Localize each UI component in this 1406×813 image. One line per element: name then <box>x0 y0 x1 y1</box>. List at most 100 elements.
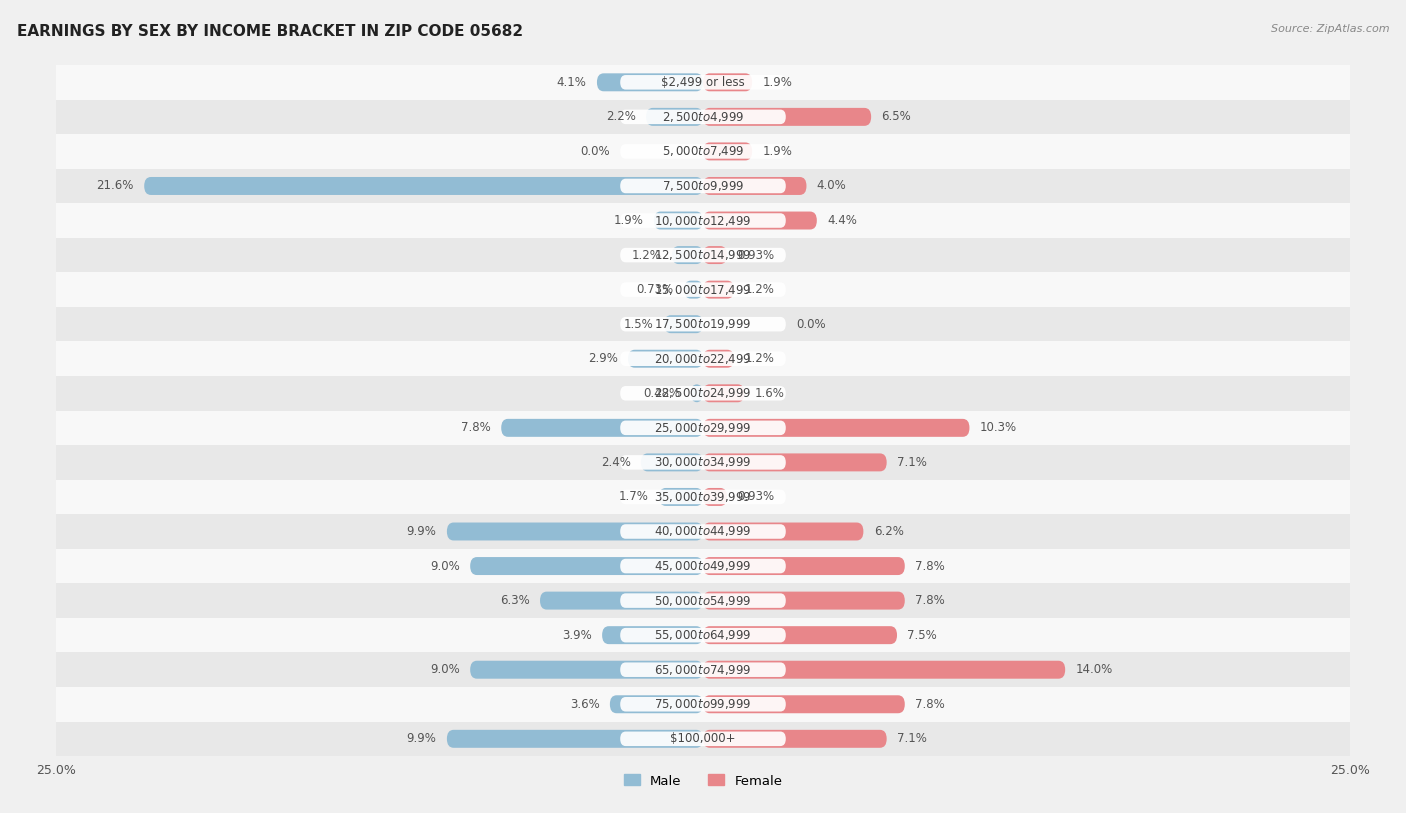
Bar <box>56 272 1350 307</box>
FancyBboxPatch shape <box>540 592 703 610</box>
FancyBboxPatch shape <box>703 523 863 541</box>
Bar <box>56 376 1350 411</box>
Text: $65,000 to $74,999: $65,000 to $74,999 <box>654 663 752 676</box>
Text: 21.6%: 21.6% <box>97 180 134 193</box>
FancyBboxPatch shape <box>620 386 786 401</box>
Text: 2.2%: 2.2% <box>606 111 636 124</box>
Text: 7.8%: 7.8% <box>915 594 945 607</box>
FancyBboxPatch shape <box>620 732 786 746</box>
Text: 1.9%: 1.9% <box>762 76 793 89</box>
FancyBboxPatch shape <box>620 248 786 263</box>
FancyBboxPatch shape <box>620 524 786 539</box>
FancyBboxPatch shape <box>145 177 703 195</box>
FancyBboxPatch shape <box>602 626 703 644</box>
Text: $10,000 to $12,499: $10,000 to $12,499 <box>654 214 752 228</box>
FancyBboxPatch shape <box>620 179 786 193</box>
Text: $35,000 to $39,999: $35,000 to $39,999 <box>654 490 752 504</box>
FancyBboxPatch shape <box>703 73 752 91</box>
FancyBboxPatch shape <box>703 177 807 195</box>
FancyBboxPatch shape <box>620 213 786 228</box>
FancyBboxPatch shape <box>703 211 817 229</box>
Text: 1.6%: 1.6% <box>755 387 785 400</box>
FancyBboxPatch shape <box>703 246 727 264</box>
FancyBboxPatch shape <box>620 144 786 159</box>
Text: $50,000 to $54,999: $50,000 to $54,999 <box>654 593 752 607</box>
Text: 10.3%: 10.3% <box>980 421 1017 434</box>
Bar <box>56 411 1350 446</box>
FancyBboxPatch shape <box>501 419 703 437</box>
Text: $100,000+: $100,000+ <box>671 733 735 746</box>
Text: 6.2%: 6.2% <box>873 525 904 538</box>
FancyBboxPatch shape <box>620 282 786 297</box>
FancyBboxPatch shape <box>703 695 905 713</box>
Text: EARNINGS BY SEX BY INCOME BRACKET IN ZIP CODE 05682: EARNINGS BY SEX BY INCOME BRACKET IN ZIP… <box>17 24 523 39</box>
Text: 7.8%: 7.8% <box>915 559 945 572</box>
FancyBboxPatch shape <box>703 454 887 472</box>
Text: 0.48%: 0.48% <box>643 387 681 400</box>
FancyBboxPatch shape <box>664 315 703 333</box>
FancyBboxPatch shape <box>690 385 703 402</box>
Text: $22,500 to $24,999: $22,500 to $24,999 <box>654 386 752 400</box>
FancyBboxPatch shape <box>647 108 703 126</box>
FancyBboxPatch shape <box>703 626 897 644</box>
Bar <box>56 480 1350 515</box>
FancyBboxPatch shape <box>703 592 905 610</box>
Text: 1.2%: 1.2% <box>744 283 775 296</box>
FancyBboxPatch shape <box>620 351 786 366</box>
FancyBboxPatch shape <box>447 730 703 748</box>
Text: 3.6%: 3.6% <box>569 698 599 711</box>
FancyBboxPatch shape <box>628 350 703 367</box>
Bar <box>56 618 1350 652</box>
Text: $30,000 to $34,999: $30,000 to $34,999 <box>654 455 752 469</box>
FancyBboxPatch shape <box>703 385 744 402</box>
Text: $40,000 to $44,999: $40,000 to $44,999 <box>654 524 752 538</box>
Bar <box>56 515 1350 549</box>
Text: 2.9%: 2.9% <box>588 352 617 365</box>
Bar <box>56 446 1350 480</box>
Text: 7.1%: 7.1% <box>897 456 927 469</box>
Bar <box>56 169 1350 203</box>
Text: $5,000 to $7,499: $5,000 to $7,499 <box>662 145 744 159</box>
Text: 4.4%: 4.4% <box>827 214 858 227</box>
Text: $15,000 to $17,499: $15,000 to $17,499 <box>654 283 752 297</box>
Text: 4.0%: 4.0% <box>817 180 846 193</box>
Bar <box>56 341 1350 376</box>
Text: $12,500 to $14,999: $12,500 to $14,999 <box>654 248 752 262</box>
Text: 2.4%: 2.4% <box>600 456 630 469</box>
Text: $75,000 to $99,999: $75,000 to $99,999 <box>654 698 752 711</box>
Text: $7,500 to $9,999: $7,500 to $9,999 <box>662 179 744 193</box>
FancyBboxPatch shape <box>703 142 752 160</box>
FancyBboxPatch shape <box>703 557 905 575</box>
FancyBboxPatch shape <box>654 211 703 229</box>
Text: 9.9%: 9.9% <box>406 733 436 746</box>
FancyBboxPatch shape <box>620 593 786 608</box>
Text: $25,000 to $29,999: $25,000 to $29,999 <box>654 421 752 435</box>
Text: 1.2%: 1.2% <box>744 352 775 365</box>
FancyBboxPatch shape <box>620 110 786 124</box>
Text: $55,000 to $64,999: $55,000 to $64,999 <box>654 628 752 642</box>
Text: 6.5%: 6.5% <box>882 111 911 124</box>
FancyBboxPatch shape <box>685 280 703 298</box>
Text: $2,500 to $4,999: $2,500 to $4,999 <box>662 110 744 124</box>
Text: 0.93%: 0.93% <box>737 490 775 503</box>
Text: 7.1%: 7.1% <box>897 733 927 746</box>
Text: 0.0%: 0.0% <box>796 318 825 331</box>
FancyBboxPatch shape <box>703 730 887 748</box>
Text: 7.8%: 7.8% <box>461 421 491 434</box>
FancyBboxPatch shape <box>620 420 786 435</box>
Bar <box>56 549 1350 584</box>
FancyBboxPatch shape <box>610 695 703 713</box>
Text: $45,000 to $49,999: $45,000 to $49,999 <box>654 559 752 573</box>
Text: 1.9%: 1.9% <box>762 145 793 158</box>
FancyBboxPatch shape <box>659 488 703 506</box>
Bar <box>56 652 1350 687</box>
FancyBboxPatch shape <box>598 73 703 91</box>
FancyBboxPatch shape <box>620 559 786 573</box>
FancyBboxPatch shape <box>620 489 786 504</box>
Text: 9.9%: 9.9% <box>406 525 436 538</box>
Bar <box>56 307 1350 341</box>
Bar <box>56 99 1350 134</box>
Text: 1.9%: 1.9% <box>613 214 644 227</box>
Bar <box>56 134 1350 169</box>
Text: $17,500 to $19,999: $17,500 to $19,999 <box>654 317 752 331</box>
